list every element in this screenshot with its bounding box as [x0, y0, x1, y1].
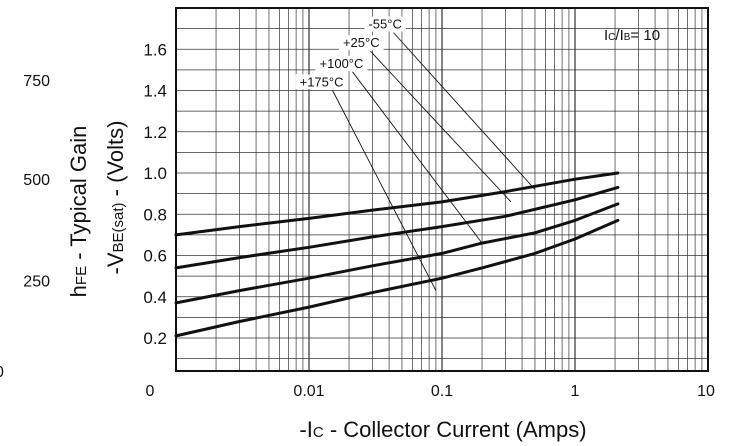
tick-layer: 0 0.01 0.1 1 10 0.2 0.4 0.6 0.8 1.0 1.2 1.4 1.6 750 50… [0, 40, 715, 400]
secondary-y-axis-title: hFE - Typical Gain [66, 126, 91, 298]
leader-line [370, 50, 512, 203]
series-line [174, 202, 620, 305]
series-line [174, 171, 620, 237]
series-label: +25°C [343, 35, 380, 50]
secondary-y-tick-label: 500 [23, 172, 50, 189]
y-tick-label: 0.6 [143, 247, 167, 266]
leader-line [332, 90, 437, 291]
x-tick-label: 10 [697, 383, 715, 400]
series-label: +175°C [300, 74, 344, 89]
y-tick-label: 1.6 [143, 40, 167, 59]
grid [176, 8, 708, 371]
y-tick-label: 0.4 [143, 288, 167, 307]
y-tick-label: 0.8 [143, 205, 167, 224]
series-label-background [364, 16, 406, 32]
series-line [174, 218, 620, 338]
series-label-background [295, 74, 348, 90]
x-tick-label: 1 [571, 383, 580, 400]
secondary-y-tick-label: 750 [23, 73, 50, 90]
series-label-background [315, 55, 368, 71]
series-label: -55°C [368, 17, 401, 32]
series-label-background [338, 35, 384, 51]
secondary-y-tick-label: 250 [23, 273, 50, 290]
secondary-y-tick-label: 0 [0, 364, 4, 381]
leader-line [393, 32, 536, 190]
series-label: +100°C [320, 56, 364, 71]
x-tick-label: 0 [146, 383, 155, 400]
y-tick-label: 1.0 [143, 164, 167, 183]
y-tick-label: 1.2 [143, 123, 167, 142]
y-tick-label: 1.4 [143, 82, 167, 101]
series-layer [174, 171, 620, 338]
x-tick-label: 0.1 [431, 383, 453, 400]
leader-line [352, 71, 483, 244]
y-tick-label: 0.2 [143, 329, 167, 348]
label-layer: -55°C +25°C +100°C +175°C [295, 16, 536, 291]
x-tick-label: 0.01 [293, 383, 324, 400]
ratio-annotation: IC/IB= 10 [604, 27, 660, 44]
series-line [174, 185, 620, 270]
plot-frame [175, 7, 709, 372]
x-axis-title: -IC - Collector Current (Amps) [299, 417, 586, 442]
y-axis-title: -VBE(sat) - (Volts) [103, 121, 128, 275]
